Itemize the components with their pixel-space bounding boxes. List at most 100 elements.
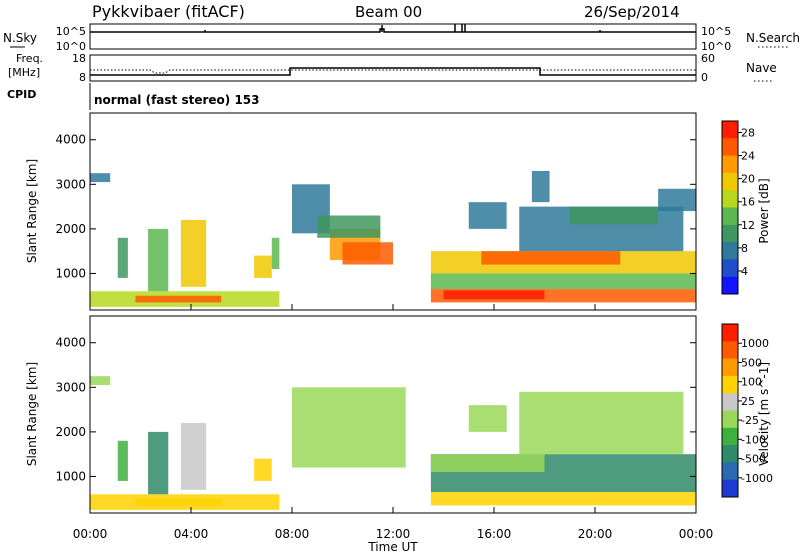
colorbar-tick-label: 24 (741, 150, 755, 163)
colorbar-tick-label: 12 (741, 219, 755, 232)
heatmap-cell (468, 405, 507, 432)
nsky-tick-top: 10^5 (56, 25, 86, 38)
heatmap-cell (271, 237, 280, 269)
colorbar-frame (721, 323, 739, 498)
freq-label-line1: Freq. (16, 52, 43, 65)
heatmap-cell (135, 295, 222, 303)
heatmap-cell (254, 458, 272, 481)
power-colorbar-label: Power [dB] (757, 178, 771, 243)
ytick-label: 3000 (55, 380, 86, 394)
heatmap-cell (443, 290, 545, 300)
xtick-label: 16:00 (477, 527, 512, 541)
velocity-colorbar-label: Velocity [m s^-1] (757, 362, 771, 466)
nsearch-tick-bottom: 10^0 (701, 40, 731, 53)
heatmap-cell (658, 188, 696, 212)
ytick-label: 2000 (55, 222, 86, 236)
heatmap-cell (254, 255, 272, 278)
colorbar-tick-label: 1000 (741, 337, 769, 350)
velocity-colorbar: 1000 500 100 25 -25 -100 -500 -1000 (721, 323, 773, 498)
ytick-label: 4000 (55, 336, 86, 350)
power-heatmap (90, 170, 696, 307)
station-title: Pykkvibaer (fitACF) (92, 2, 245, 21)
colorbar-segment (722, 190, 738, 208)
power-colorbar: 4 8 12 16 20 24 28 (721, 120, 755, 295)
colorbar-tick-label: -500 (741, 453, 766, 466)
date-title: 26/Sep/2014 (584, 3, 680, 21)
heatmap-cell (519, 391, 684, 455)
colorbar-segment (722, 445, 738, 463)
colorbar-segment (722, 172, 738, 191)
colorbar-tick-label: 20 (741, 173, 755, 186)
ytick-label: 1000 (55, 266, 86, 280)
colorbar-segment (722, 242, 738, 260)
power-yticks: 1000 2000 3000 4000 (55, 133, 696, 280)
colorbar-segment (722, 207, 738, 226)
colorbar-segment (722, 462, 738, 481)
nsearch-tick-top: 10^5 (701, 25, 731, 38)
colorbar-tick-label: -1000 (741, 472, 773, 485)
xtick-label: 12:00 (376, 527, 411, 541)
freq-tick-top: 18 (72, 52, 86, 65)
heatmap-cell (135, 498, 222, 506)
heatmap-cell (430, 454, 545, 472)
freq-panel (89, 54, 697, 82)
power-ylabel: Slant Range [km] (25, 159, 39, 263)
colorbar-segment (722, 341, 738, 360)
heatmap-cell (180, 219, 207, 287)
nsky-label: N.Sky (3, 31, 37, 45)
ytick-label: 1000 (55, 469, 86, 483)
xtick-label: 20:00 (578, 527, 613, 541)
xtick-label: 08:00 (275, 527, 310, 541)
nave-label: Nave (746, 61, 777, 75)
colorbar-segment (722, 276, 738, 295)
colorbar-tick-label: -25 (741, 414, 759, 427)
colorbar-segment (722, 224, 738, 243)
beam-title: Beam 00 (355, 3, 422, 21)
freq-label-line2: [MHz] (8, 66, 40, 79)
colorbar-segment (722, 479, 738, 498)
freq-trace (90, 67, 696, 76)
velocity-ylabel: Slant Range [km] (25, 362, 39, 466)
heatmap-cell (117, 237, 128, 278)
colorbar-tick-label: 16 (741, 196, 755, 209)
ytick-label: 3000 (55, 177, 86, 191)
time-axis: 00:00 04:00 08:00 12:00 16:00 20:00 00:00 (73, 304, 714, 541)
colorbar-segment (722, 393, 738, 411)
colorbar-segment (722, 121, 738, 139)
colorbar-segment (722, 427, 738, 446)
heatmap-cell (90, 376, 111, 386)
heatmap-cell (531, 170, 550, 203)
colorbar-segment (722, 259, 738, 278)
colorbar-segment (722, 410, 738, 429)
nsky-tick-bottom: 10^0 (56, 40, 86, 53)
xtick-label: 00:00 (679, 527, 714, 541)
heatmap-cell (148, 431, 169, 495)
heatmap-cell (468, 202, 507, 229)
heatmap-cell (430, 273, 696, 290)
nsearch-label: N.Search (746, 31, 800, 45)
heatmap-cell (148, 228, 169, 292)
colorbar-tick-label: -100 (741, 433, 766, 446)
colorbar-tick-label: 100 (741, 376, 762, 389)
heatmap-cell (430, 492, 696, 506)
colorbar-tick-label: 28 (741, 127, 755, 140)
nsky-spikes (204, 24, 601, 32)
freq-tick-bottom: 8 (79, 71, 86, 84)
cpid-label: CPID (7, 88, 36, 101)
cpid-mode: normal (fast stereo) 153 (94, 93, 260, 107)
nsky-trace (90, 28, 696, 33)
nave-tick-top: 60 (701, 52, 715, 65)
ytick-label: 4000 (55, 133, 86, 147)
nsky-panel (89, 23, 697, 50)
heatmap-cell (117, 440, 128, 481)
colorbar-segment (722, 138, 738, 157)
colorbar-segment (722, 324, 738, 342)
xtick-label: 04:00 (174, 527, 209, 541)
ytick-label: 2000 (55, 425, 86, 439)
colorbar-tick-label: 25 (741, 395, 755, 408)
colorbar-segment (722, 155, 738, 174)
nave-tick-bottom: 0 (701, 71, 708, 84)
heatmap-cell (292, 387, 406, 468)
nave-trace (90, 69, 696, 74)
